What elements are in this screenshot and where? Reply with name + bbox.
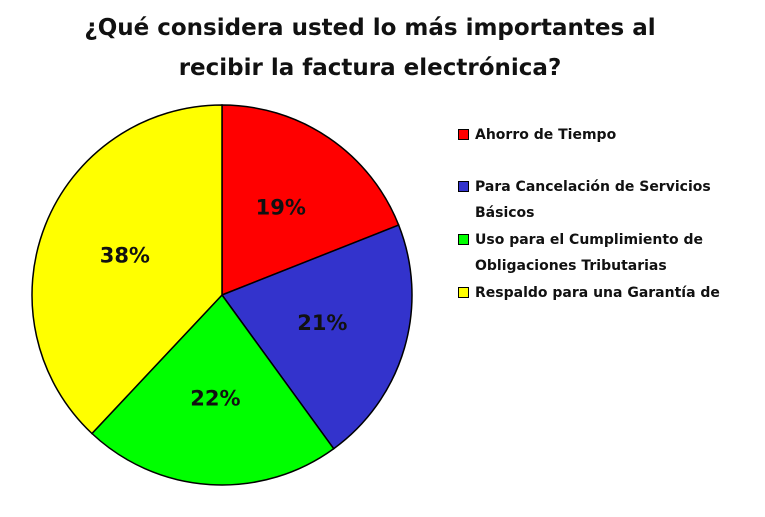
legend-label: Ahorro de Tiempo — [475, 127, 617, 143]
pie-slice — [90, 293, 335, 486]
data-label: 19% — [256, 196, 306, 220]
data-label: 21% — [297, 311, 347, 335]
legend-label: Para Cancelación de Servicios Básicos — [475, 179, 711, 221]
legend-label: Uso para el Cumplimiento de Obligaciones… — [475, 232, 704, 274]
pie-slice — [221, 104, 400, 297]
chart-title: ¿Qué considera usted lo más importantes … — [84, 15, 656, 81]
data-label: 22% — [190, 386, 240, 410]
pie-slice — [220, 224, 413, 450]
legend-entry: Para Cancelación de Servicios Básicos — [458, 174, 758, 226]
legend-entry: Respaldo para una Garantía de — [458, 280, 758, 306]
legend-swatch — [458, 181, 469, 192]
legend-entry: Uso para el Cumplimiento de Obligaciones… — [458, 227, 758, 279]
legend-swatch — [458, 234, 469, 245]
pie-slice — [31, 104, 223, 435]
legend-swatch — [458, 129, 469, 140]
legend-swatch — [458, 287, 469, 298]
legend-entry: Ahorro de Tiempo — [458, 122, 758, 148]
data-label: 38% — [100, 244, 150, 268]
legend-label: Respaldo para una Garantía de — [475, 285, 720, 301]
